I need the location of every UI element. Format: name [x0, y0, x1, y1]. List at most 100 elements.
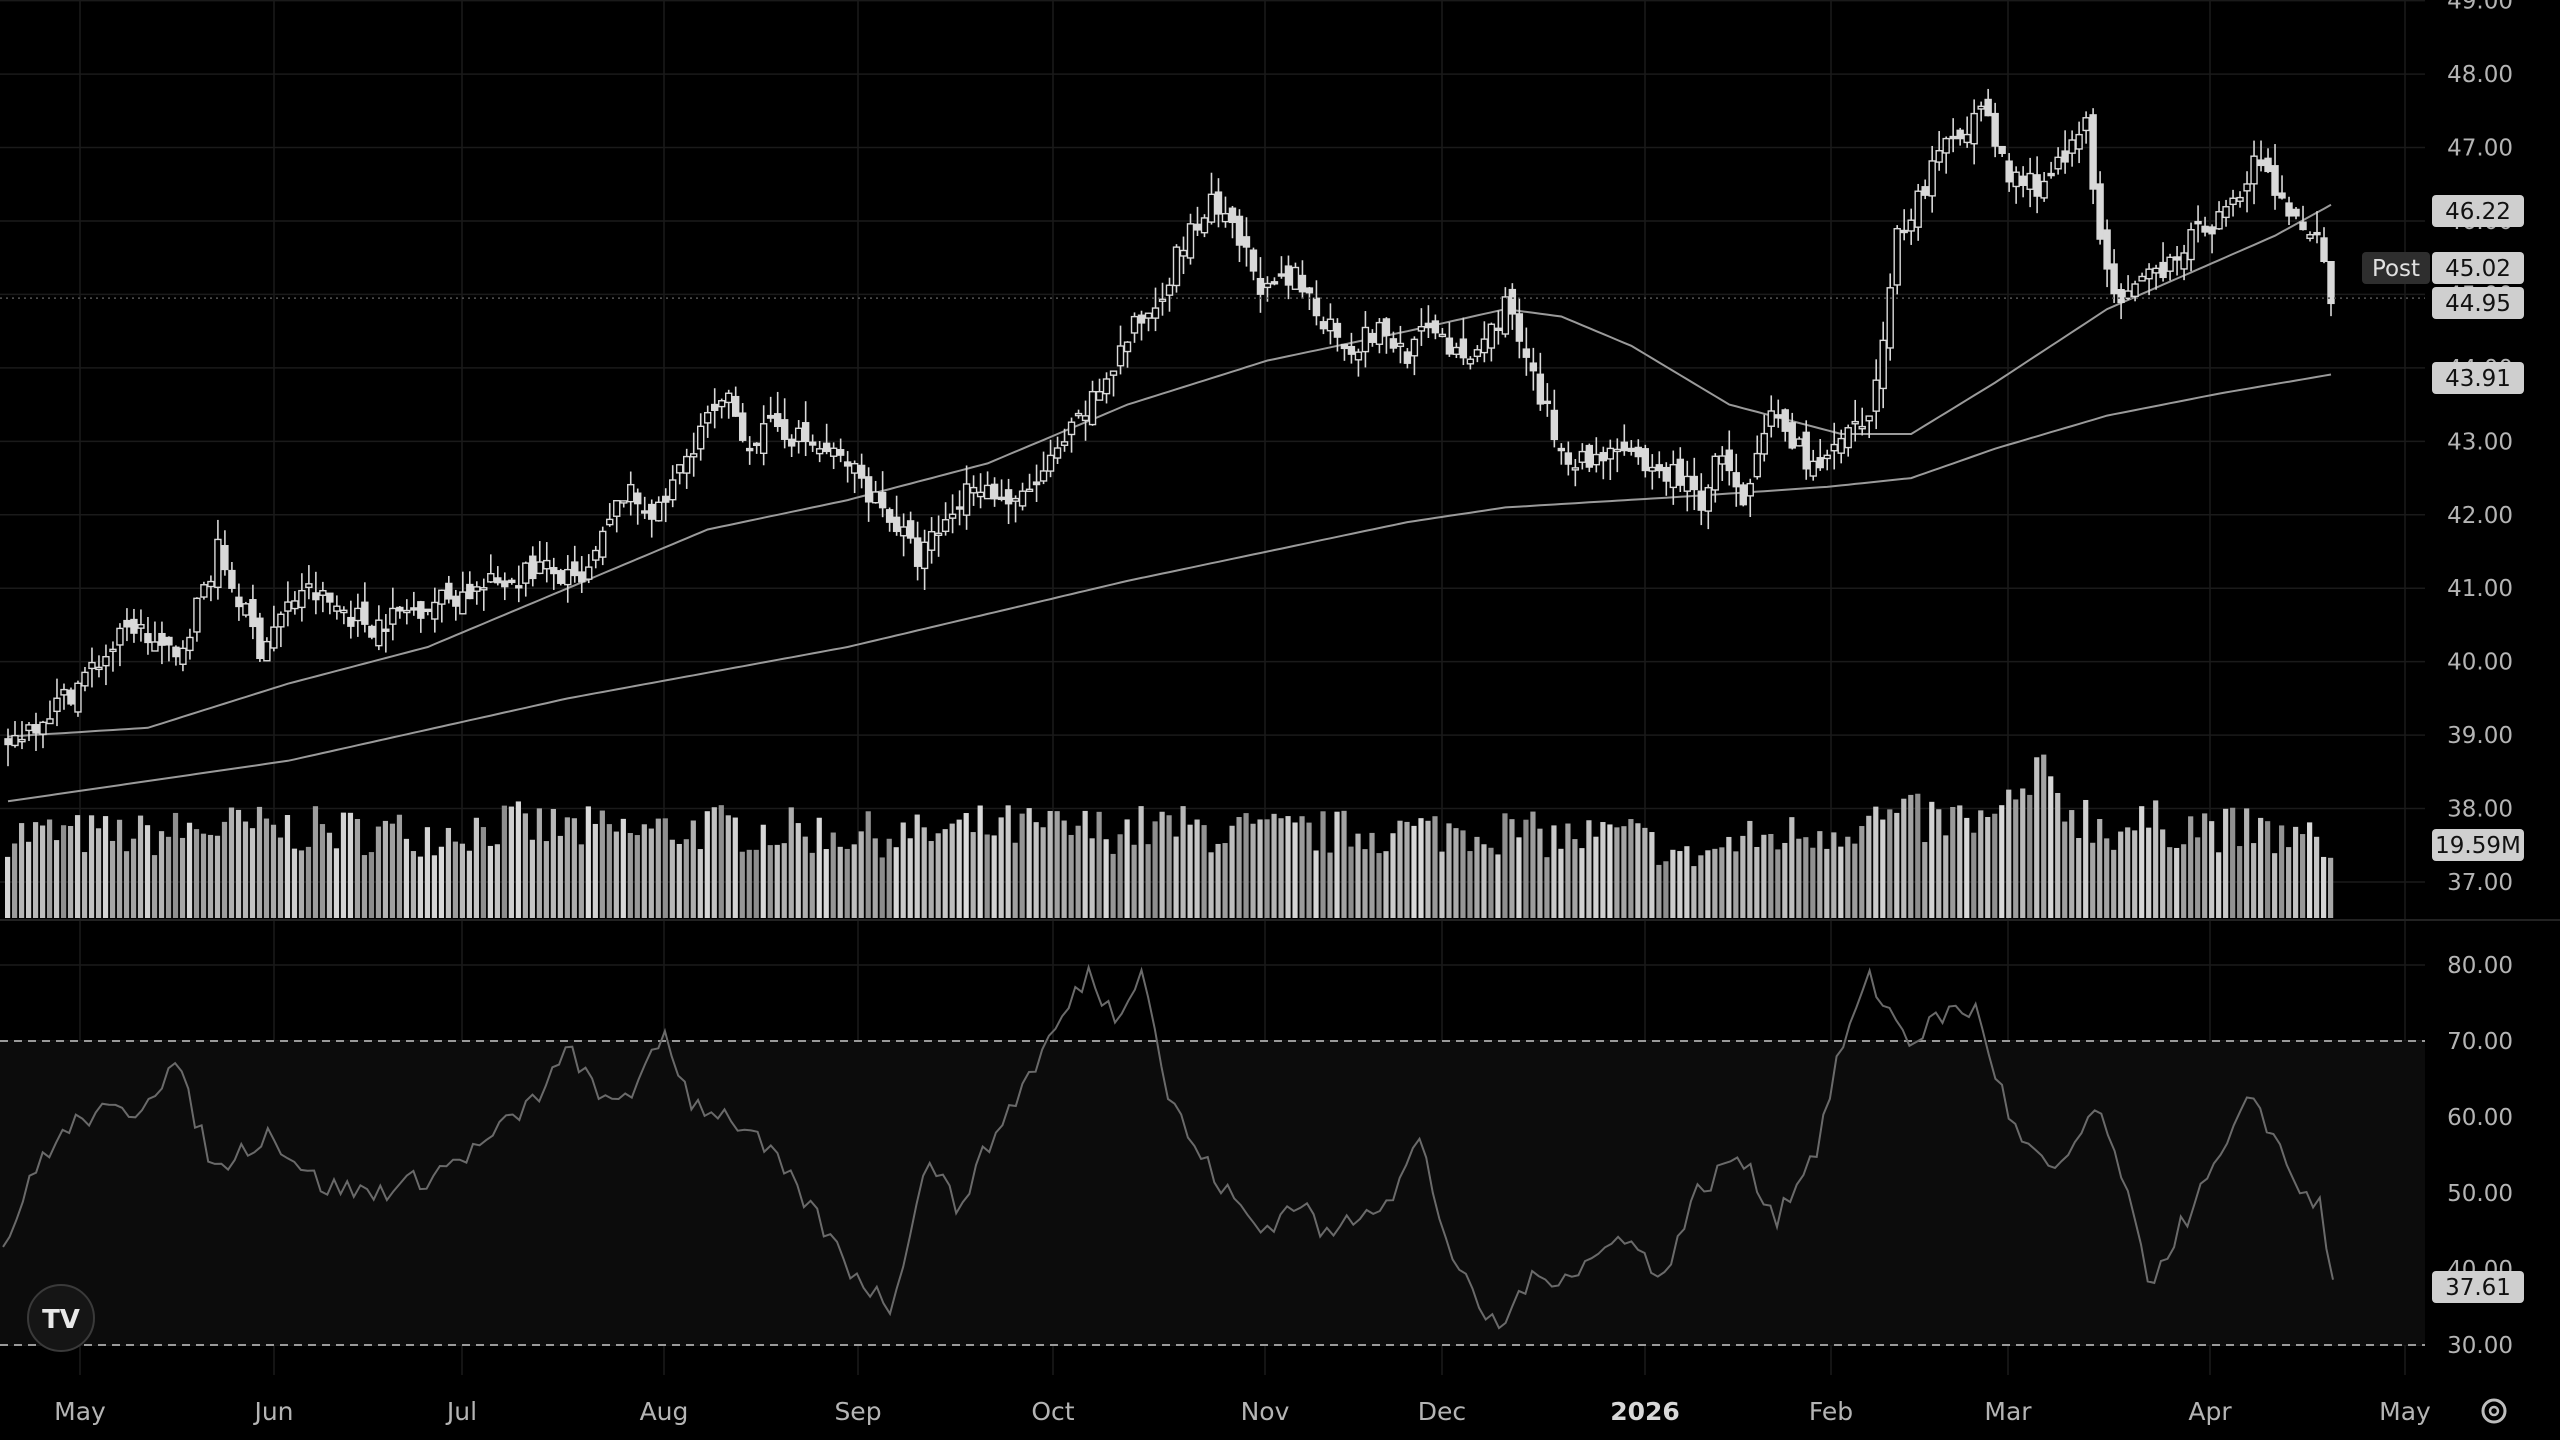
- candle-body: [368, 625, 376, 638]
- rsi-path: [2, 963, 2334, 1330]
- volume-bar: [1138, 806, 1144, 918]
- volume-bar: [424, 827, 431, 918]
- candle-body: [1788, 422, 1796, 449]
- volume-bar: [1999, 805, 2005, 918]
- volume-bar: [984, 834, 990, 918]
- time-tick-label: Oct: [1031, 1397, 1074, 1426]
- candle-body: [1053, 447, 1062, 459]
- volume-bar: [823, 849, 829, 918]
- candle-body: [515, 585, 523, 589]
- volume-bar: [1369, 832, 1375, 918]
- gear-icon[interactable]: [2481, 1398, 2507, 1424]
- volume-bar: [2174, 847, 2180, 918]
- volume-bar: [1544, 857, 1550, 918]
- volume-bar: [1418, 818, 1424, 918]
- volume-bar: [830, 832, 836, 918]
- candle-body: [1305, 287, 1314, 294]
- volume-bar: [1173, 836, 1179, 918]
- volume-bar: [816, 817, 822, 918]
- candle-body: [1333, 322, 1342, 338]
- volume-bar: [2188, 816, 2194, 918]
- candle-body: [1942, 137, 1950, 154]
- candle-body: [1011, 497, 1020, 502]
- candle-body: [1382, 318, 1391, 336]
- volume-bar: [1446, 823, 1452, 918]
- volume-bar: [753, 849, 759, 918]
- volume-bar: [760, 824, 766, 918]
- candle-body: [1445, 337, 1454, 355]
- candle-body: [1620, 441, 1629, 452]
- candle-body: [1648, 466, 1656, 472]
- volume-bar: [1376, 853, 1382, 918]
- volume-bar: [2111, 849, 2117, 918]
- candle-body: [892, 516, 901, 533]
- candle-body: [32, 724, 40, 734]
- volume-bar: [1936, 809, 1942, 918]
- candle-body: [1410, 338, 1419, 357]
- volume-bar: [305, 846, 312, 918]
- candle-body: [1179, 249, 1188, 257]
- moving-average-lines: [7, 203, 2332, 803]
- volume-bar: [1656, 864, 1662, 918]
- volume-bars: [5, 754, 2334, 918]
- tradingview-logo[interactable]: TV: [27, 1284, 95, 1352]
- volume-bar: [2006, 789, 2012, 918]
- candle-body: [501, 580, 509, 588]
- volume-bar: [641, 824, 647, 918]
- volume-bar: [2097, 819, 2103, 918]
- volume-bar: [935, 833, 941, 918]
- volume-bar: [81, 852, 88, 918]
- candle-body: [1998, 145, 2006, 155]
- ma-fast-line: [7, 203, 2332, 738]
- candle-body: [1956, 129, 1964, 140]
- candle-body: [1060, 441, 1069, 446]
- volume-bar: [2132, 830, 2138, 918]
- volume-bar: [648, 828, 654, 918]
- candle-body: [354, 607, 362, 622]
- volume-bar: [2237, 846, 2243, 918]
- candle-body: [1515, 313, 1524, 342]
- candle-body: [2208, 226, 2216, 235]
- price-tags: 46.22 45.02 Post 44.95 43.91 19.59M 37.61: [0, 195, 2524, 1303]
- volume-bar: [1166, 815, 1172, 918]
- volume-bar: [900, 822, 906, 918]
- candle-body: [1417, 325, 1426, 332]
- volume-bar: [1705, 850, 1711, 918]
- candle-body: [1424, 322, 1433, 329]
- candle-body: [2222, 206, 2230, 219]
- candle-body: [794, 427, 803, 443]
- volume-bar: [144, 825, 151, 918]
- candle-body: [1599, 452, 1608, 462]
- time-tick-label: Jul: [445, 1397, 477, 1426]
- volume-bar: [865, 811, 871, 918]
- candle-body: [270, 626, 278, 649]
- volume-bar: [781, 843, 787, 918]
- volume-bar: [1831, 832, 1837, 918]
- candle-body: [697, 425, 705, 450]
- candle-body: [1312, 297, 1321, 317]
- volume-bar: [1502, 813, 1508, 918]
- volume-bar: [1222, 843, 1228, 918]
- volume-bar: [1061, 820, 1067, 918]
- volume-bar: [508, 806, 514, 918]
- volume-bar: [2279, 825, 2285, 918]
- volume-bar: [1425, 820, 1431, 918]
- volume-bar: [2160, 829, 2166, 918]
- candle-body: [53, 697, 61, 713]
- candle-body: [1263, 282, 1272, 289]
- volume-bar: [1187, 824, 1193, 918]
- candle-body: [1165, 284, 1174, 296]
- candle-body: [1291, 266, 1300, 290]
- volume-bar: [200, 833, 207, 918]
- candle-body: [249, 599, 257, 628]
- candle-body: [829, 447, 838, 457]
- time-axis[interactable]: May Jun Jul Aug Sep Oct Nov Dec 2026 Feb Mar Apr May: [54, 1397, 2431, 1426]
- candle-body: [1067, 421, 1076, 436]
- volume-bar: [1677, 851, 1683, 918]
- candle-body: [543, 559, 551, 570]
- volume-bar: [1341, 810, 1347, 918]
- candle-body: [2215, 211, 2223, 230]
- time-tick-label: Apr: [2188, 1397, 2232, 1426]
